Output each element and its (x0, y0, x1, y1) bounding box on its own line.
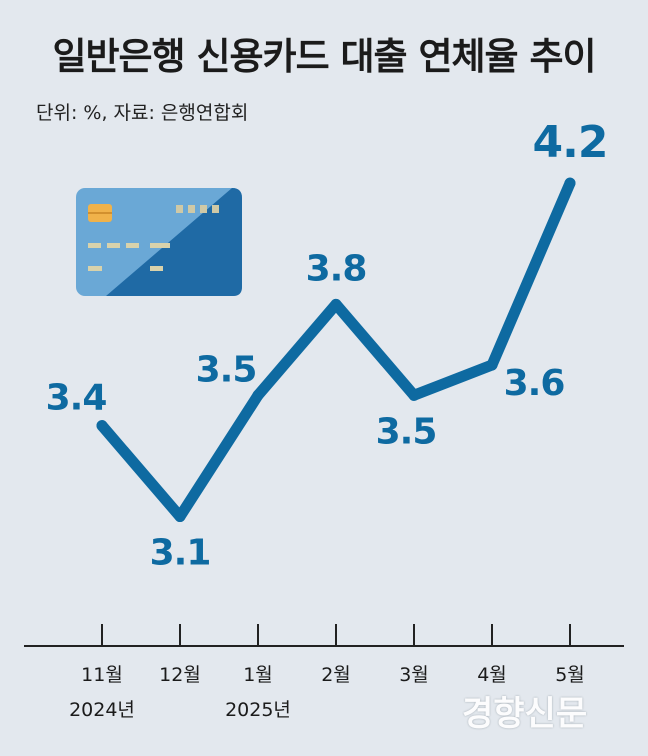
x-year-label: 2024년 (69, 699, 135, 721)
x-tick-label: 12월 (159, 664, 201, 686)
chart-title: 일반은행 신용카드 대출 연체율 추이 (52, 35, 596, 78)
data-label: 3.1 (150, 533, 211, 574)
x-tick-label: 4월 (477, 664, 507, 686)
data-point (486, 359, 498, 371)
credit-card-icon (76, 188, 242, 296)
data-label: 3.8 (306, 248, 367, 289)
data-label: 4.2 (533, 117, 608, 168)
data-point (408, 389, 420, 401)
x-tick-label: 2월 (321, 664, 351, 686)
x-tick-label: 3월 (399, 664, 429, 686)
watermark-logo: 경향신문 (462, 694, 588, 734)
x-tick-label: 1월 (243, 664, 273, 686)
data-label: 3.5 (376, 411, 437, 452)
data-label: 3.6 (504, 363, 565, 404)
data-point (564, 177, 576, 189)
data-label: 3.5 (196, 349, 257, 390)
x-year-label: 2025년 (225, 699, 291, 721)
x-tick-label: 5월 (555, 664, 585, 686)
chart-subtitle: 단위: %, 자료: 은행연합회 (36, 102, 249, 124)
data-point (174, 511, 186, 523)
data-point (330, 298, 342, 310)
data-point (96, 420, 108, 432)
data-label: 3.4 (46, 378, 107, 419)
data-point (252, 389, 264, 401)
x-tick-label: 11월 (81, 664, 123, 686)
